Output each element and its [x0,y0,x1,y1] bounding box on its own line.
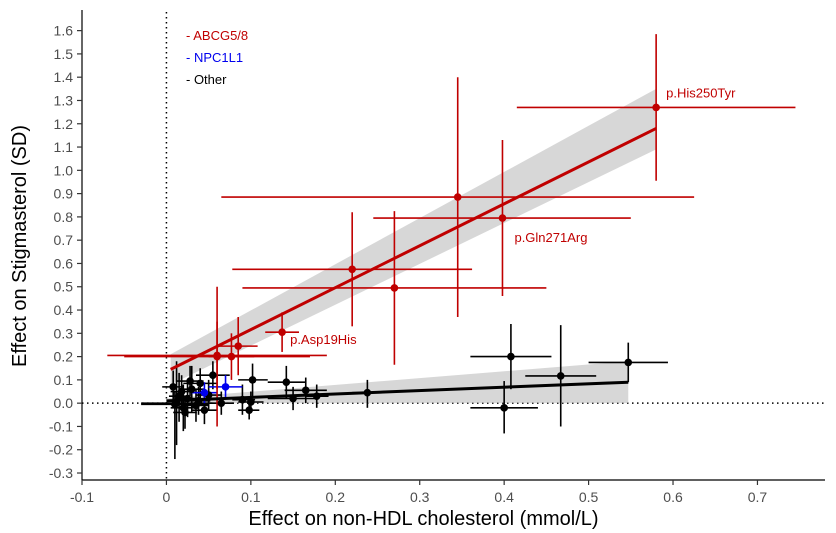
point-other-25 [186,377,194,385]
point-other-23 [177,387,186,396]
y-tick-label-11: 0.8 [54,209,74,225]
point-other-9 [245,406,253,414]
point-other-5 [301,386,310,395]
point-abcg5-8-0 [652,103,660,112]
x-tick-label-2: 0.1 [241,489,261,505]
point-npc1l1-0 [221,383,230,391]
legend-entry-0: - ABCG5/8 [186,28,248,43]
y-tick-label-16: 1.3 [54,92,74,108]
x-tick-label-6: 0.5 [579,489,599,505]
y-tick-label-12: 0.9 [54,186,74,202]
point-other-27 [194,397,203,405]
point-other-26 [181,408,189,417]
point-other-1 [556,372,565,380]
point-other-29 [169,383,177,391]
y-tick-label-8: 0.5 [54,279,74,295]
y-tick-label-17: 1.4 [54,69,74,85]
legend-entry-1: - NPC1L1 [186,50,243,65]
point-abcg5-8-6 [234,342,242,350]
x-tick-label-5: 0.4 [494,489,514,505]
point-label-abcg5-8-5: p.Asp19His [290,332,357,347]
point-npc1l1-1 [200,388,209,397]
confidence-band-other [166,361,629,404]
point-other-8 [248,376,257,384]
x-tick-label-0: -0.1 [70,489,94,505]
x-axis-ticks: -0.1 0 0.1 0.2 0.3 0.4 0.5 0.6 0.7 [70,480,767,505]
point-abcg5-8-3 [348,265,356,274]
y-tick-label-15: 1.2 [54,116,74,132]
point-other-6 [282,378,291,387]
y-tick-label-5: 0.2 [54,349,74,365]
point-abcg5-8-4 [390,284,399,292]
point-other-0 [624,358,633,367]
point-other-10 [247,398,255,406]
point-other-22 [171,400,179,409]
x-tick-label-3: 0.2 [326,489,346,505]
y-tick-label-6: 0.3 [54,325,74,341]
x-tick-label-4: 0.3 [410,489,430,505]
y-tick-label-19: 1.6 [54,23,74,39]
point-other-15 [196,379,205,388]
point-other-17 [187,385,196,393]
y-axis-ticks: -0.3 -0.2 -0.1 0.0 0.1 0.2 0.3 0.4 0.5 0.6 0.7 0.8 0… [49,23,82,481]
point-other-2 [507,352,515,361]
point-abcg5-8-1 [453,193,462,201]
fit-line-abcg5-8 [169,127,657,371]
point-other-7 [289,394,297,403]
x-axis-title: Effect on non-HDL cholesterol (mmol/L) [248,508,598,530]
point-other-12 [312,392,321,400]
axes [81,10,825,481]
y-tick-label-3: 0.0 [54,395,74,411]
y-tick-label-2: -0.1 [49,418,73,434]
point-other-28 [217,399,226,407]
y-tick-label-7: 0.4 [54,302,74,318]
y-tick-label-18: 1.5 [54,46,74,62]
point-other-3 [500,404,508,412]
y-tick-label-13: 1.0 [54,162,74,178]
y-tick-label-9: 0.6 [54,255,74,271]
point-other-13 [209,371,217,380]
point-label-abcg5-8-0: p.His250Tyr [666,85,736,100]
y-tick-label-4: 0.1 [54,372,74,388]
legend-entry-2: - Other [186,72,227,87]
point-abcg5-8-5 [278,328,286,336]
y-tick-label-14: 1.1 [54,139,74,155]
point-abcg5-8-7 [227,352,236,361]
x-tick-label-8: 0.7 [748,489,768,505]
point-label-abcg5-8-2: p.Gln271Arg [514,230,587,245]
x-tick-label-7: 0.6 [663,489,683,505]
x-tick-label-1: 0 [163,489,171,505]
point-other-4 [363,388,372,397]
legend: - ABCG5/8 - NPC1L1 - Other [186,28,248,87]
point-abcg5-8-2 [498,214,507,222]
point-other-11 [238,395,247,404]
data-points [169,103,660,417]
y-tick-label-1: -0.2 [49,442,73,458]
point-other-24 [200,406,209,414]
point-other-18 [183,394,192,403]
point-abcg5-8-9 [213,352,221,361]
y-axis-title: Effect on Stigmasterol (SD) [9,125,31,367]
y-tick-label-10: 0.7 [54,232,74,248]
point-labels: p.His250Tyr p.Gln271Arg p.Asp19His [290,85,736,347]
y-tick-label-0: -0.3 [49,465,73,481]
